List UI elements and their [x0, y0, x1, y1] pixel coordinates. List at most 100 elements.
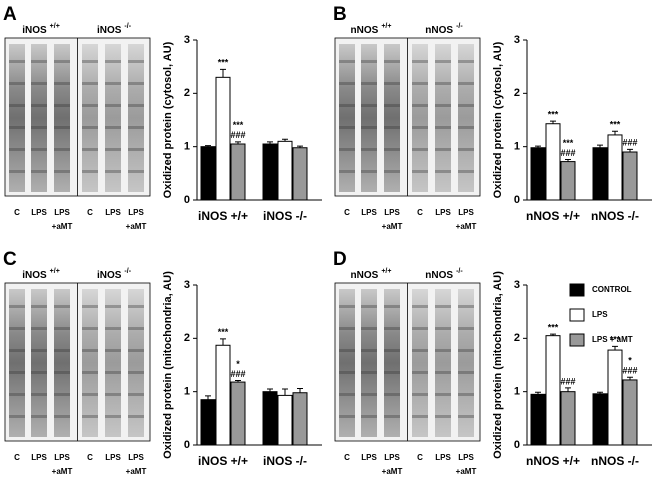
blot-band [384, 104, 400, 107]
blot-band [105, 371, 121, 374]
blot-band [384, 415, 400, 418]
panel-letter: A [3, 4, 17, 25]
lane-label: LPS [435, 453, 451, 462]
blot-band [54, 305, 70, 308]
blot-band [82, 415, 98, 418]
blot-band [412, 327, 428, 330]
blot-lane [458, 44, 474, 192]
blot-lane [339, 289, 355, 437]
lane-label: C [417, 208, 423, 217]
blot-band [339, 104, 355, 107]
blot-band [412, 393, 428, 396]
significance: ### [622, 138, 637, 148]
blot-band [82, 327, 98, 330]
error-bar [220, 338, 226, 346]
error-bar [282, 138, 288, 142]
bar [592, 393, 608, 446]
blot-band [82, 82, 98, 85]
blot-band [31, 104, 47, 107]
bar [560, 161, 576, 201]
error-bar [535, 145, 541, 148]
blot-title-genotype: +/+ [50, 268, 60, 275]
category-label: nNOS +/+ [526, 454, 580, 468]
blot-title-genotype: +/+ [381, 268, 391, 275]
lane-label: LPS [31, 453, 47, 462]
error-bar [205, 395, 211, 400]
error-bar [627, 376, 633, 380]
blot-band [458, 393, 474, 396]
legend-swatch [569, 333, 585, 347]
blot-band [458, 305, 474, 308]
blot-band [82, 104, 98, 107]
blot-band [384, 371, 400, 374]
significance: *** [218, 58, 229, 68]
error-bar [612, 345, 618, 351]
blot-band [458, 82, 474, 85]
blot-band [384, 148, 400, 151]
significance: ### [560, 148, 575, 158]
bar [215, 76, 231, 201]
lane-label: LPS [128, 208, 144, 217]
blot-band [128, 82, 144, 85]
error-bar [267, 141, 273, 144]
blot-band [435, 415, 451, 418]
blot-band [458, 148, 474, 151]
blot-band [128, 415, 144, 418]
error-bar [612, 130, 618, 135]
lane-label: +aMT [456, 222, 477, 231]
blot-title: iNOS +/+ [22, 268, 60, 281]
blot-band [9, 305, 25, 308]
blot-band [339, 415, 355, 418]
lane-label: LPS [128, 453, 144, 462]
blot-title-gene: nNOS [351, 25, 379, 36]
blot-band [412, 170, 428, 173]
blot-band [384, 60, 400, 63]
lane-label: +aMT [52, 467, 73, 476]
blot-title-gene: iNOS [22, 270, 47, 281]
blot-band [339, 371, 355, 374]
blot-band [435, 104, 451, 107]
y-tick-label: 1 [514, 141, 520, 153]
significance: *** [233, 120, 244, 130]
lane-label: +aMT [382, 222, 403, 231]
blot-band [361, 82, 377, 85]
blot-band [412, 415, 428, 418]
blot-band [9, 393, 25, 396]
bar [622, 151, 638, 201]
error-bar [297, 145, 303, 148]
blot-band [339, 327, 355, 330]
y-tick-label: 3 [514, 279, 520, 291]
blot-title-genotype: -/- [456, 268, 463, 275]
blot-band [128, 104, 144, 107]
blot-lane [54, 44, 70, 192]
error-bar [565, 387, 571, 392]
error-bar [205, 145, 211, 147]
blot-band [361, 104, 377, 107]
blot-title-genotype: +/+ [50, 23, 60, 30]
blot-band [82, 305, 98, 308]
blot-band [31, 371, 47, 374]
lane-label: LPS [54, 453, 70, 462]
blot-band [54, 170, 70, 173]
blot-band [412, 349, 428, 352]
blot-lane [9, 289, 25, 437]
blot-lane [82, 289, 98, 437]
blot-band [128, 371, 144, 374]
blot-lane [384, 44, 400, 192]
y-tick-label: 2 [184, 87, 190, 99]
blot-band [105, 393, 121, 396]
blot-band [54, 82, 70, 85]
lane-label: C [417, 453, 423, 462]
blot-lane [31, 289, 47, 437]
blot-band [339, 126, 355, 129]
y-tick-label: 3 [514, 34, 520, 46]
blot-band [9, 371, 25, 374]
blot-band [339, 349, 355, 352]
blot-band [435, 371, 451, 374]
y-tick-label: 2 [514, 87, 520, 99]
blot-title-gene: nNOS [425, 270, 453, 281]
blot-band [435, 393, 451, 396]
lane-label: LPS [384, 453, 400, 462]
y-axis-label: Oxidized protein (cytosol, AU) [492, 41, 504, 198]
lane-label: +aMT [126, 222, 147, 231]
